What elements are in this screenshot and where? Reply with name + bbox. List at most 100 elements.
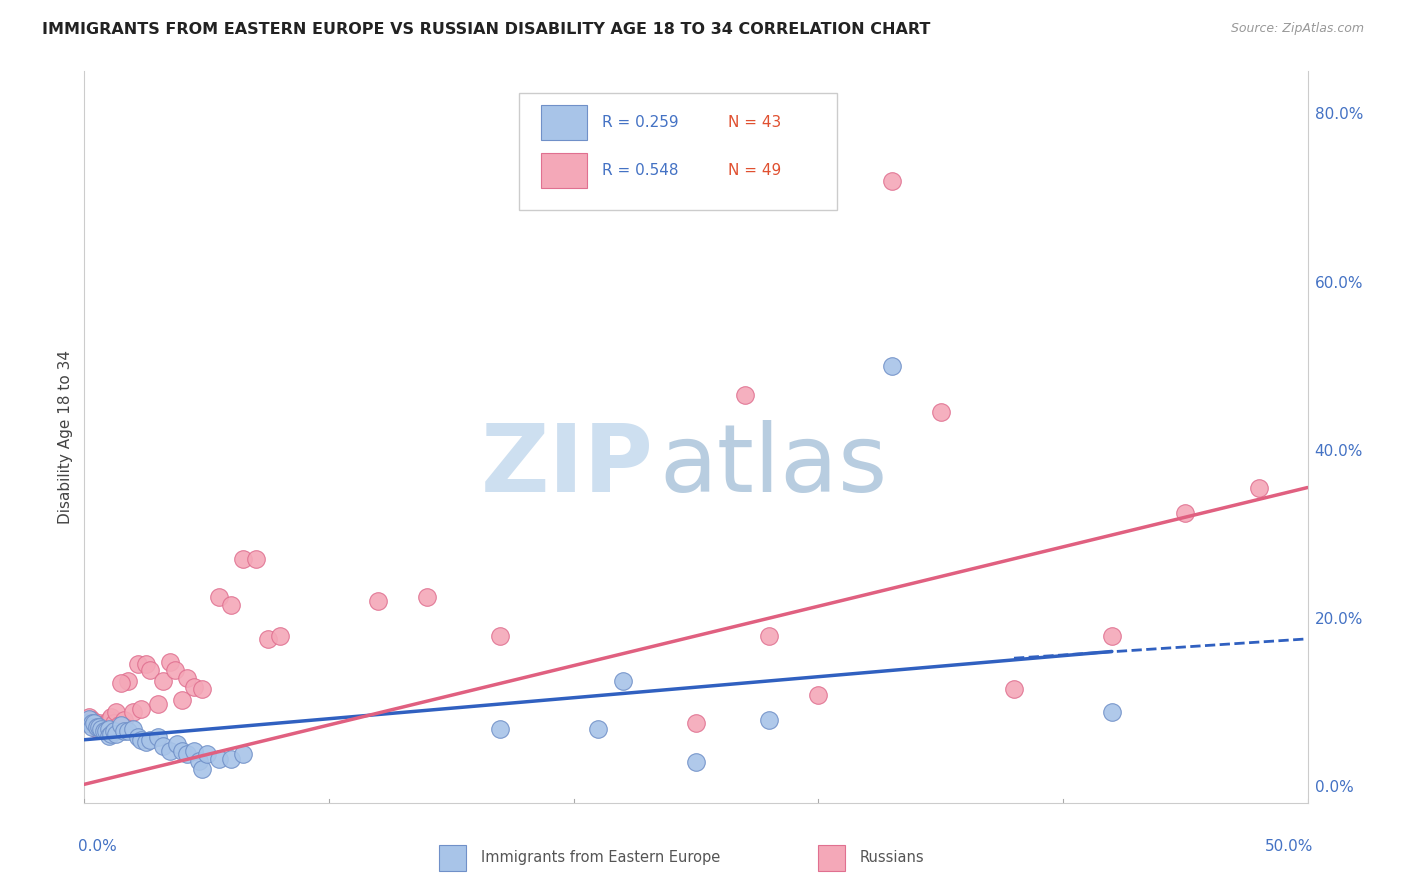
Point xyxy=(245,552,267,566)
Point xyxy=(117,724,139,739)
Point xyxy=(77,710,100,724)
Point xyxy=(880,359,903,373)
Point xyxy=(97,714,120,728)
Point xyxy=(110,718,132,732)
Point xyxy=(758,714,780,728)
Point xyxy=(83,715,105,730)
Point xyxy=(86,722,108,736)
Point xyxy=(219,752,242,766)
Point xyxy=(1174,506,1197,520)
Point xyxy=(152,739,174,753)
Point xyxy=(100,710,122,724)
Point xyxy=(758,629,780,643)
Point xyxy=(159,744,181,758)
Point xyxy=(807,688,830,702)
Point xyxy=(146,697,169,711)
Text: Immigrants from Eastern Europe: Immigrants from Eastern Europe xyxy=(481,850,720,865)
Point xyxy=(1101,629,1123,643)
Bar xyxy=(541,105,588,140)
Point xyxy=(1002,682,1025,697)
Point xyxy=(367,594,389,608)
Text: ZIP: ZIP xyxy=(481,420,654,512)
Point xyxy=(612,673,634,688)
Point xyxy=(90,722,112,736)
Point xyxy=(76,715,98,730)
Text: R = 0.548: R = 0.548 xyxy=(602,162,678,178)
Point xyxy=(100,727,122,741)
Point xyxy=(172,744,194,758)
Text: N = 43: N = 43 xyxy=(728,115,780,130)
Point xyxy=(86,720,108,734)
Point xyxy=(159,655,181,669)
Bar xyxy=(439,846,465,871)
Point xyxy=(685,756,707,770)
Point xyxy=(176,672,198,686)
Text: atlas: atlas xyxy=(659,420,887,512)
Point xyxy=(103,724,125,739)
Point xyxy=(195,747,218,761)
Point xyxy=(685,715,707,730)
Point xyxy=(191,762,214,776)
Point xyxy=(416,590,439,604)
Point xyxy=(586,722,609,736)
Point xyxy=(105,705,128,719)
Point xyxy=(489,722,512,736)
Point xyxy=(208,590,231,604)
Point xyxy=(96,722,118,736)
Text: R = 0.259: R = 0.259 xyxy=(602,115,679,130)
Point xyxy=(93,718,115,732)
Text: 50.0%: 50.0% xyxy=(1265,839,1313,855)
Point xyxy=(208,752,231,766)
Point xyxy=(929,405,952,419)
Point xyxy=(257,632,280,646)
Point xyxy=(80,714,103,728)
Point xyxy=(129,701,152,715)
Point xyxy=(127,730,149,744)
Point xyxy=(139,663,162,677)
FancyBboxPatch shape xyxy=(519,94,837,211)
Point xyxy=(107,718,129,732)
Point xyxy=(90,718,112,732)
Point xyxy=(110,676,132,690)
Point xyxy=(232,552,254,566)
Point xyxy=(163,663,186,677)
Point xyxy=(191,682,214,697)
Point xyxy=(105,727,128,741)
Text: 0.0%: 0.0% xyxy=(79,839,117,855)
Point xyxy=(96,724,118,739)
Point xyxy=(139,732,162,747)
Point xyxy=(734,388,756,402)
Point xyxy=(135,735,157,749)
Y-axis label: Disability Age 18 to 34: Disability Age 18 to 34 xyxy=(58,350,73,524)
Point xyxy=(83,718,105,732)
Bar xyxy=(541,153,588,187)
Point xyxy=(103,715,125,730)
Point xyxy=(122,722,145,736)
Text: IMMIGRANTS FROM EASTERN EUROPE VS RUSSIAN DISABILITY AGE 18 TO 34 CORRELATION CH: IMMIGRANTS FROM EASTERN EUROPE VS RUSSIA… xyxy=(42,22,931,37)
Point xyxy=(176,747,198,761)
Point xyxy=(146,730,169,744)
Point xyxy=(489,629,512,643)
Point xyxy=(117,673,139,688)
Point xyxy=(129,732,152,747)
Point xyxy=(166,737,188,751)
Bar xyxy=(818,846,845,871)
Point xyxy=(77,712,100,726)
Point xyxy=(135,657,157,671)
Point xyxy=(172,693,194,707)
Point xyxy=(188,754,211,768)
Point xyxy=(112,724,135,739)
Point xyxy=(183,680,205,694)
Point xyxy=(232,747,254,761)
Point xyxy=(1247,481,1270,495)
Point xyxy=(97,722,120,736)
Text: N = 49: N = 49 xyxy=(728,162,780,178)
Point xyxy=(122,705,145,719)
Point xyxy=(880,174,903,188)
Point xyxy=(76,715,98,730)
Point xyxy=(87,715,110,730)
Text: Source: ZipAtlas.com: Source: ZipAtlas.com xyxy=(1230,22,1364,36)
Point xyxy=(80,720,103,734)
Point xyxy=(93,724,115,739)
Point xyxy=(183,744,205,758)
